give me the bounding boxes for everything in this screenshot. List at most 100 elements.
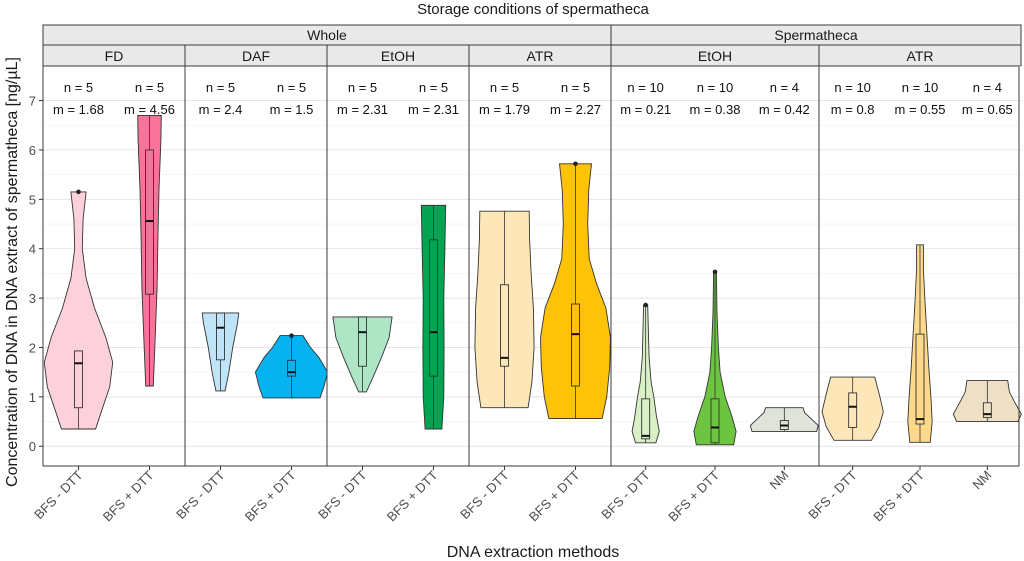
- x-tick-label: BFS - DTT: [598, 467, 653, 522]
- x-tick-label: BFS + DTT: [526, 467, 583, 524]
- n-label: n = 5: [206, 80, 235, 95]
- violin-series: n = 5 m = 1.68: [43, 80, 114, 430]
- box-iqr: [982, 402, 992, 419]
- m-label: m = 1.5: [270, 102, 314, 117]
- y-tick-label: 6: [29, 143, 36, 158]
- panel-background: [185, 66, 327, 466]
- violin-shape: [474, 210, 535, 409]
- outlier-point: [643, 302, 648, 308]
- n-label: n = 10: [834, 80, 871, 95]
- violin-shape: [821, 376, 884, 441]
- x-tick-label: BFS - DTT: [173, 467, 228, 522]
- n-label: n = 4: [973, 80, 1002, 95]
- box-iqr: [287, 359, 296, 377]
- y-axis-title: Concentration of DNA in DNA extract of s…: [4, 57, 21, 487]
- n-label: n = 5: [419, 80, 448, 95]
- m-label: m = 0.55: [895, 102, 946, 117]
- y-tick-label: 1: [29, 390, 36, 405]
- y-tick-label: 2: [29, 340, 36, 355]
- violin-series: n = 10 m = 0.55: [895, 80, 946, 443]
- chart-title: Storage conditions of spermatheca: [417, 1, 649, 18]
- n-label: n = 5: [135, 80, 164, 95]
- violin-series: n = 5 m = 2.31: [332, 80, 393, 393]
- x-tick-label: BFS - DTT: [31, 467, 86, 522]
- plot-frame: [42, 65, 1020, 467]
- violin-series: n = 10 m = 0.8: [821, 80, 884, 441]
- m-label: m = 2.4: [199, 102, 243, 117]
- x-tick-label: BFS + DTT: [384, 467, 441, 524]
- outlier-point: [76, 189, 81, 195]
- x-tick-label: BFS - DTT: [315, 467, 370, 522]
- facet-strip-label: EtOH: [381, 48, 415, 64]
- m-label: m = 1.68: [53, 102, 104, 117]
- violin-series: n = 5 m = 2.4: [199, 80, 243, 392]
- m-label: m = 1.79: [479, 102, 530, 117]
- facet-strip-label: ATR: [907, 48, 934, 64]
- y-tick-label: 5: [29, 192, 36, 207]
- violin-shape: [907, 244, 933, 443]
- facet-strip-label: DAF: [242, 48, 270, 64]
- group-strip-label: Spermatheca: [774, 27, 857, 43]
- box-iqr: [358, 316, 367, 367]
- violin-series: n = 10 m = 0.38: [690, 80, 740, 446]
- box-iqr: [710, 398, 720, 444]
- box-iqr: [216, 312, 225, 361]
- x-axis-title: DNA extraction methods: [447, 544, 620, 561]
- violin-series: n = 5 m = 2.27: [540, 80, 611, 420]
- y-tick-label: 3: [29, 291, 36, 306]
- violin-shape: [254, 335, 329, 399]
- m-label: m = 0.21: [620, 102, 671, 117]
- violin-shape: [43, 191, 114, 430]
- panel-2: n = 5 m = 2.4 n = 5 m = 1.5: [185, 66, 329, 466]
- facet-strip-label: EtOH: [698, 48, 732, 64]
- m-label: m = 0.8: [831, 102, 875, 117]
- x-tick-label: BFS + DTT: [870, 467, 927, 524]
- box-iqr: [500, 284, 509, 367]
- n-label: n = 5: [64, 80, 93, 95]
- panel-6: n = 10 m = 0.8 n = 10 m = 0.55 n = 4 m = 0.65: [819, 66, 1022, 466]
- n-label: n = 4: [770, 80, 799, 95]
- m-label: m = 2.31: [337, 102, 388, 117]
- y-tick-label: 4: [29, 242, 36, 257]
- x-tick-label: BFS - DTT: [805, 467, 860, 522]
- n-label: n = 10: [627, 80, 664, 95]
- panel-background: [327, 66, 469, 466]
- x-tick-label: BFS + DTT: [242, 467, 299, 524]
- box-iqr: [641, 398, 651, 440]
- facet-strips: Whole Spermatheca FD DAF EtOH ATR EtOH ATR: [42, 24, 1022, 67]
- violin-series: n = 4 m = 0.65: [952, 80, 1022, 423]
- x-tick-label: BFS + DTT: [665, 467, 722, 524]
- box-iqr: [915, 333, 925, 425]
- y-tick-label: 7: [29, 94, 36, 109]
- panel-1: n = 5 m = 1.68 n = 5 m = 4.56: [43, 66, 185, 466]
- panel-4: n = 5 m = 1.79 n = 5 m = 2.27: [469, 66, 611, 466]
- n-label: n = 10: [902, 80, 939, 95]
- violin-series: n = 5 m = 2.31: [408, 80, 459, 430]
- y-tick-label: 0: [29, 439, 36, 454]
- panel-5: n = 10 m = 0.21 n = 10 m = 0.38 n = 4 m = 0.4…: [611, 66, 819, 466]
- box-iqr: [848, 392, 858, 428]
- group-strip-label: Whole: [307, 27, 347, 43]
- m-label: m = 4.56: [124, 102, 175, 117]
- violin-series: n = 5 m = 1.79: [474, 80, 535, 409]
- x-tick-label: NM: [970, 468, 995, 493]
- outlier-point: [289, 333, 294, 338]
- violin-shape: [332, 316, 393, 393]
- n-label: n = 10: [697, 80, 734, 95]
- x-tick-label: BFS + DTT: [100, 467, 157, 524]
- n-label: n = 5: [348, 80, 377, 95]
- m-label: m = 0.42: [759, 102, 810, 117]
- violin-shape: [137, 114, 162, 387]
- panel-3: n = 5 m = 2.31 n = 5 m = 2.31: [327, 66, 469, 466]
- box-iqr: [429, 239, 438, 377]
- violin-shape: [201, 312, 240, 392]
- violin-series: n = 4 m = 0.42: [749, 80, 819, 432]
- n-label: n = 5: [490, 80, 519, 95]
- facet-strip-label: FD: [105, 48, 124, 64]
- box-iqr: [571, 303, 580, 387]
- box-iqr: [74, 350, 83, 409]
- n-label: n = 5: [277, 80, 306, 95]
- facet-strip-label: ATR: [527, 48, 554, 64]
- x-tick-label: NM: [767, 468, 792, 493]
